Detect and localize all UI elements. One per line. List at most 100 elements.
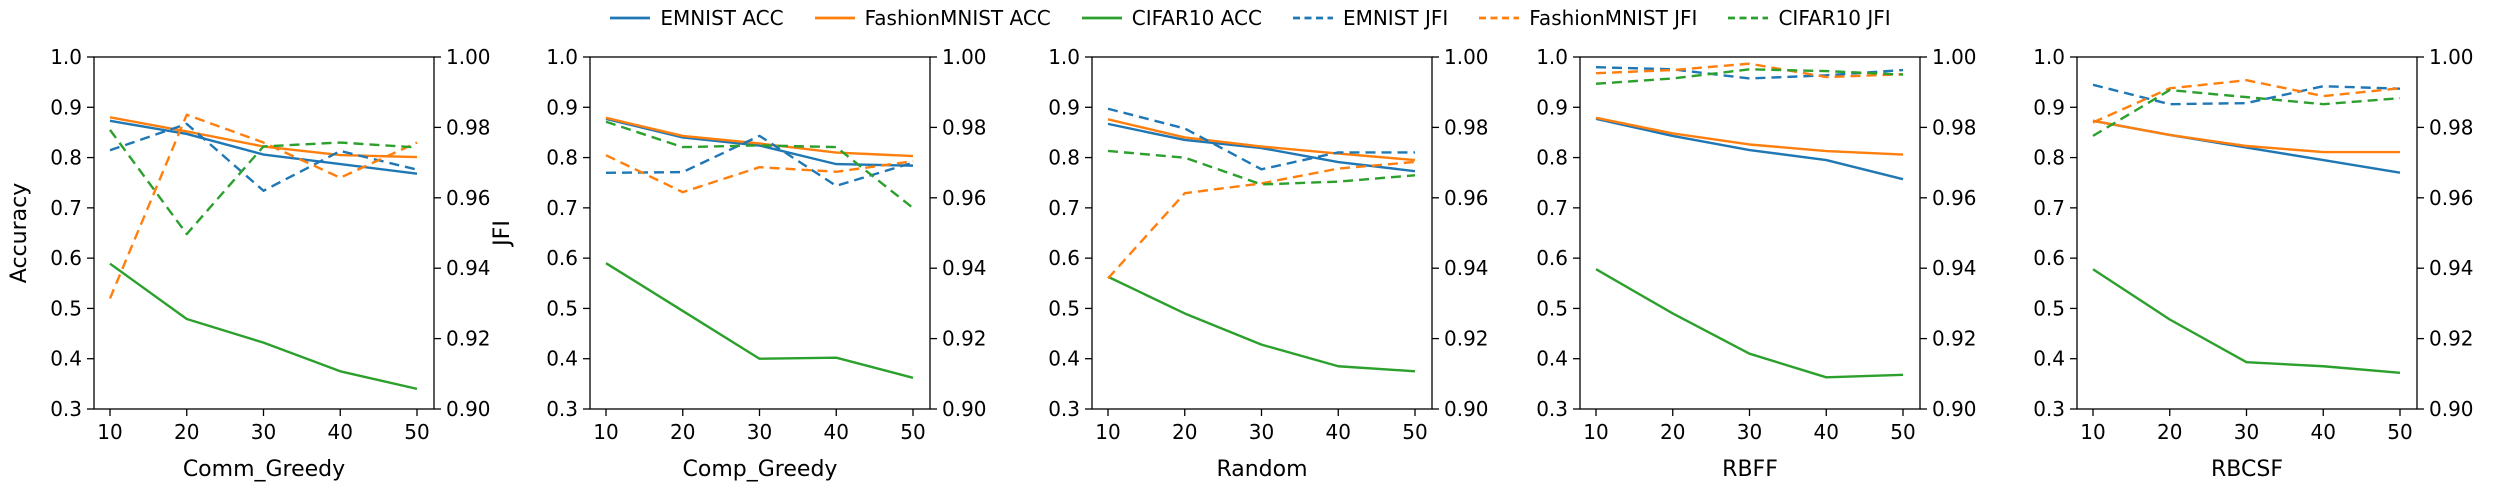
x-tick-label: 40	[824, 420, 849, 444]
right-tick-label: 1.00	[1932, 45, 1977, 69]
x-tick-label: 20	[1172, 420, 1197, 444]
y-axis-label-right: JFI	[490, 220, 515, 248]
x-axis-label: Comp_Greedy	[683, 457, 838, 482]
x-tick-label: 50	[2387, 420, 2412, 444]
right-tick-label: 0.92	[1932, 327, 1977, 351]
left-tick-label: 0.3	[546, 397, 578, 421]
left-tick-label: 0.7	[50, 196, 82, 220]
x-tick-label: 40	[328, 420, 353, 444]
left-tick-label: 0.6	[546, 246, 578, 270]
left-tick-label: 1.0	[1048, 45, 1080, 69]
plots-canvas: 1.00.90.80.70.60.50.40.31.000.980.960.94…	[7, 45, 2474, 482]
left-tick-label: 0.5	[546, 296, 578, 320]
left-tick-label: 1.0	[2033, 45, 2065, 69]
left-tick-label: 0.9	[1536, 95, 1568, 119]
right-tick-label: 0.98	[1444, 115, 1489, 139]
series-emnist-jfi	[1595, 66, 1904, 80]
left-tick-label: 1.0	[1536, 45, 1568, 69]
plot-border	[1091, 56, 1433, 410]
subplot-comp-greedy: 1.0 0.9 0.8 0.7 0.6 0.5 0.4 0.3 1.00 0.98 0.96 0.94…	[546, 45, 986, 482]
legend-line-cifar10-jfi-icon	[1728, 16, 1769, 20]
right-tick-label: 0.90	[2429, 397, 2474, 421]
series-fashionmnist-jfi	[108, 113, 418, 299]
left-tick-label: 0.9	[2033, 95, 2065, 119]
left-tick-label: 0.8	[1048, 146, 1080, 170]
x-tick-label: 10	[2080, 420, 2105, 444]
x-tick-label: 30	[747, 420, 772, 444]
right-tick-label: 1.00	[2429, 45, 2474, 69]
right-tick-label: 0.94	[942, 256, 987, 280]
series-fashionmnist-jfi	[1107, 160, 1416, 280]
series-fashionmnist-jfi	[2092, 79, 2401, 124]
series-cifar10-acc	[1107, 275, 1416, 373]
series-fashionmnist-acc	[1595, 116, 1904, 156]
subplot-random: 1.0 0.9 0.8 0.7 0.6 0.5 0.4 0.3 1.00 0.98 0.96 0.94…	[1048, 45, 1488, 482]
left-tick-label: 0.9	[1048, 95, 1080, 119]
left-tick-label: 0.5	[2033, 296, 2065, 320]
legend-label: CIFAR10 JFI	[1778, 6, 1891, 30]
x-tick-label: 40	[2311, 420, 2336, 444]
legend-label: EMNIST ACC	[660, 6, 784, 30]
right-tick-label: 0.98	[942, 115, 987, 139]
series-fashionmnist-jfi	[605, 154, 914, 194]
x-axis-label: Comm_Greedy	[183, 457, 345, 482]
right-tick-label: 0.94	[1444, 256, 1489, 280]
x-tick-label: 30	[1737, 420, 1762, 444]
right-tick-label: 1.00	[942, 45, 987, 69]
x-tick-label: 50	[404, 420, 429, 444]
legend-item-fashionmnist-acc: FashionMNIST ACC	[814, 6, 1051, 30]
series-emnist-jfi	[2092, 83, 2401, 106]
subplot-comm-greedy: 1.0 0.9 0.8 0.7 0.6 0.5 0.4 0.3 1.00 0.98 0.96 0.94…	[7, 45, 515, 482]
series-cifar10-jfi	[2092, 88, 2401, 137]
legend-item-cifar10-jfi: CIFAR10 JFI	[1727, 6, 1891, 30]
series-cifar10-acc	[2092, 268, 2401, 374]
legend-item-fashionmnist-jfi: FashionMNIST JFI	[1478, 6, 1697, 30]
x-axis-label: Random	[1216, 457, 1307, 482]
legend: EMNIST ACC FashionMNIST ACC CIFAR10 ACC EMN…	[0, 0, 2500, 36]
right-tick-label: 0.98	[446, 115, 491, 139]
left-tick-label: 0.4	[50, 347, 82, 371]
right-tick-label: 0.98	[2429, 115, 2474, 139]
left-tick-label: 0.4	[546, 347, 578, 371]
x-tick-label: 10	[593, 420, 618, 444]
left-tick-label: 0.8	[2033, 146, 2065, 170]
right-tick-label: 0.92	[2429, 327, 2474, 351]
series-cifar10-jfi	[1595, 68, 1904, 85]
left-tick-label: 0.5	[50, 296, 82, 320]
legend-line-cifar10-acc-icon	[1081, 16, 1122, 20]
left-tick-label: 0.4	[1536, 347, 1568, 371]
legend-label: FashionMNIST JFI	[1529, 6, 1698, 30]
right-tick-label: 1.00	[1444, 45, 1489, 69]
left-tick-label: 0.8	[546, 146, 578, 170]
left-tick-label: 0.8	[1536, 146, 1568, 170]
series-emnist-acc	[1107, 122, 1416, 173]
right-tick-label: 0.94	[2429, 256, 2474, 280]
x-tick-label: 10	[1095, 420, 1120, 444]
right-tick-label: 0.92	[446, 327, 491, 351]
left-tick-label: 0.7	[1048, 196, 1080, 220]
series-fashionmnist-acc	[109, 116, 418, 159]
right-tick-label: 0.96	[446, 186, 491, 210]
series-fashionmnist-acc	[1107, 118, 1416, 162]
series-cifar10-acc	[1595, 268, 1904, 379]
right-tick-label: 0.90	[942, 397, 987, 421]
left-tick-label: 0.7	[2033, 196, 2065, 220]
right-tick-label: 0.96	[1932, 186, 1977, 210]
x-tick-label: 40	[1814, 420, 1839, 444]
series-fashionmnist-jfi	[1595, 62, 1904, 79]
left-tick-label: 0.6	[1536, 246, 1568, 270]
plot-border	[1579, 56, 1921, 410]
left-tick-label: 1.0	[546, 45, 578, 69]
left-tick-label: 0.8	[50, 146, 82, 170]
series-cifar10-acc	[109, 262, 418, 391]
left-tick-label: 0.7	[1536, 196, 1568, 220]
x-tick-label: 20	[2157, 420, 2182, 444]
left-tick-label: 0.3	[50, 397, 82, 421]
series-emnist-acc	[1595, 117, 1904, 181]
right-tick-label: 0.90	[1444, 397, 1489, 421]
series-emnist-jfi	[605, 134, 914, 188]
x-tick-label: 30	[1249, 420, 1274, 444]
left-tick-label: 0.3	[1048, 397, 1080, 421]
